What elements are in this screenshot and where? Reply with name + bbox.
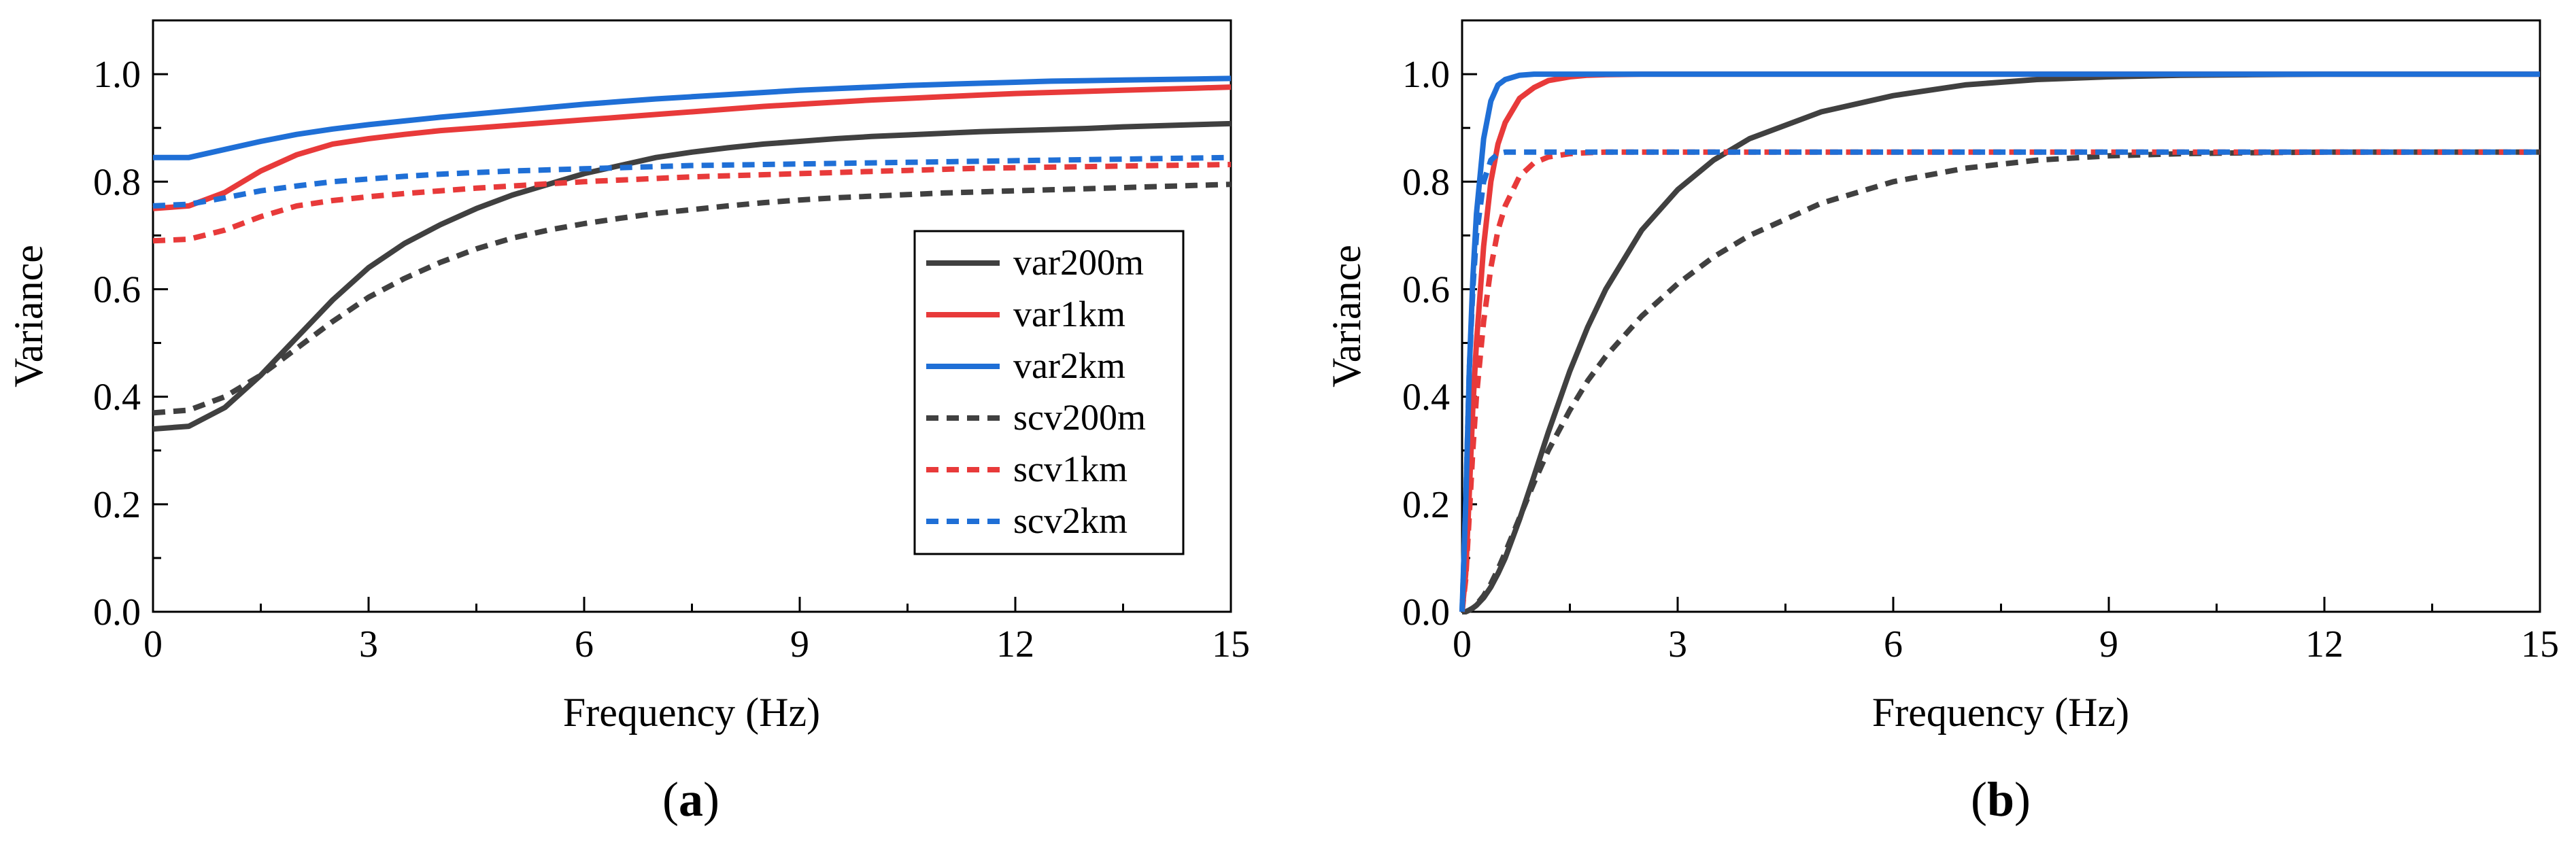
y-tick-label: 0.2: [93, 484, 141, 526]
panel-a-legend: var200m var1km var2km scv200m scv1km scv2km: [913, 230, 1185, 555]
x-tick-label: 12: [996, 623, 1034, 665]
panel-a-xlabel: Frequency (Hz): [563, 690, 820, 735]
panel-b: 0.0 0.2 0.4 0.6 0.8 1.0 0 3 6 9 12 15 Frequency (H…: [1324, 19, 2559, 827]
panel-a-legend-items: var200m var1km var2km scv200m scv1km scv2km: [926, 242, 1146, 541]
x-tick-label: 0: [143, 623, 163, 665]
panel-b-series: [1459, 71, 2540, 614]
y-tick-label: 0.2: [1402, 484, 1450, 526]
x-tick-label: 6: [575, 623, 594, 665]
series-scv2km: [152, 154, 1232, 209]
y-tick-label: 0.6: [1402, 268, 1450, 311]
x-tick-label: 9: [2099, 623, 2118, 665]
series-scv200m: [152, 181, 1232, 416]
x-tick-label: 3: [359, 623, 378, 665]
panel-a-caption: (a): [662, 772, 719, 827]
panel-b-x-axis: 0 3 6 9 12 15: [1453, 597, 2559, 665]
y-tick-label: 0.4: [93, 377, 141, 419]
legend-label-var200m: var200m: [1013, 242, 1144, 283]
series-scv2km: [1459, 149, 2540, 612]
legend-label-scv200m: scv200m: [1013, 397, 1146, 438]
y-tick-label: 1.0: [93, 54, 141, 96]
legend-label-scv1km: scv1km: [1013, 449, 1128, 489]
legend-label-scv2km: scv2km: [1013, 500, 1128, 541]
y-tick-label: 0.8: [1402, 161, 1450, 203]
x-tick-label: 15: [2521, 623, 2559, 665]
series-scv1km: [152, 162, 1232, 244]
panel-b-plot-frame: [1461, 19, 2541, 613]
x-tick-label: 15: [1212, 623, 1250, 665]
panel-a-x-axis: 0 3 6 9 12 15: [143, 597, 1250, 665]
series-var1km: [152, 84, 1232, 211]
series-var2km: [153, 75, 1232, 160]
panel-b-y-axis: 0.0 0.2 0.4 0.6 0.8 1.0: [1402, 54, 1477, 634]
series-var2km: [1459, 71, 2540, 612]
x-tick-label: 0: [1453, 623, 1472, 665]
y-tick-label: 0.8: [93, 161, 141, 203]
panel-b-caption: (b): [1971, 772, 2031, 827]
panel-a-series: [152, 75, 1232, 432]
panel-a-ylabel: Variance: [6, 245, 51, 387]
panel-a: 0.0 0.2 0.4 0.6 0.8 1.0 0 3 6 9 12 15 Frequency (H…: [6, 19, 1250, 827]
y-tick-label: 0.0: [1402, 591, 1450, 634]
panel-a-legend-box: [913, 230, 1185, 555]
legend-label-var1km: var1km: [1013, 294, 1125, 334]
y-tick-label: 1.0: [1402, 54, 1450, 96]
panel-b-ylabel: Variance: [1324, 245, 1369, 387]
x-tick-label: 12: [2305, 623, 2343, 665]
x-tick-label: 6: [1884, 623, 1903, 665]
series-scv1km: [1459, 149, 2540, 612]
panel-a-y-axis: 0.0 0.2 0.4 0.6 0.8 1.0: [93, 54, 168, 634]
x-tick-label: 3: [1668, 623, 1687, 665]
y-tick-label: 0.4: [1402, 377, 1450, 419]
legend-label-var2km: var2km: [1013, 345, 1125, 386]
y-tick-label: 0.6: [93, 268, 141, 311]
series-scv200m: [1462, 149, 2540, 614]
panel-b-xlabel: Frequency (Hz): [1872, 690, 2129, 735]
series-var200m: [152, 120, 1232, 432]
x-tick-label: 9: [790, 623, 809, 665]
y-tick-label: 0.0: [93, 591, 141, 634]
